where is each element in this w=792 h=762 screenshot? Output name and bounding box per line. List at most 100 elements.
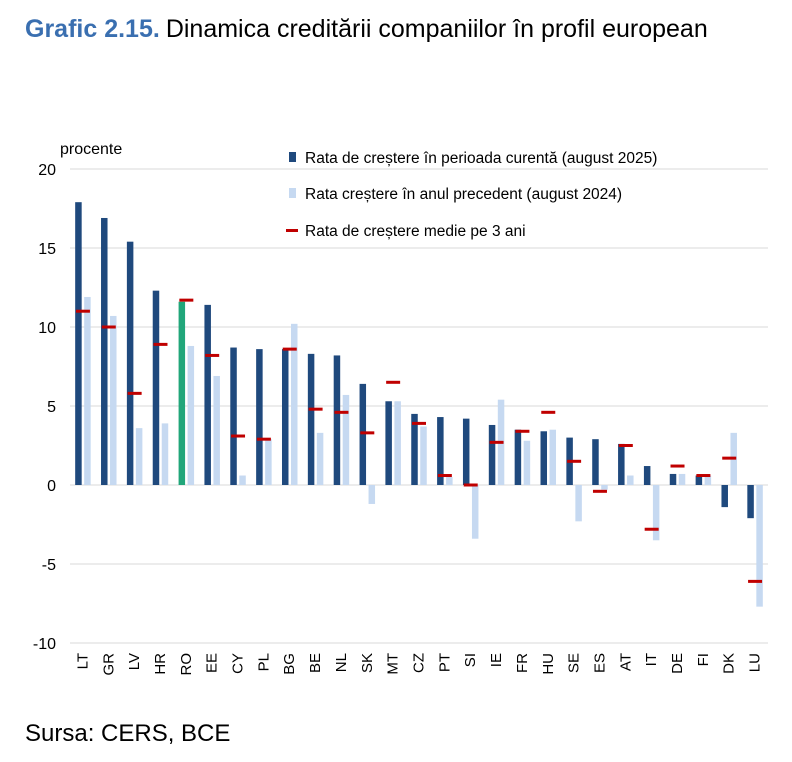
source-note: Sursa: CERS, BCE (25, 720, 231, 747)
bar-current-at (618, 443, 625, 485)
y-tick-label: 0 (47, 478, 56, 495)
x-tick-label-lt: LT (74, 653, 91, 669)
bar-previous-cz (420, 426, 427, 485)
avg-marker-lv (127, 391, 142, 395)
x-tick-label-fr: FR (514, 653, 531, 673)
bar-previous-pl (265, 439, 272, 485)
bar-current-it (643, 466, 651, 485)
avg-marker-bg (282, 347, 297, 351)
bar-previous-se (575, 485, 582, 522)
bar-current-gr (101, 217, 108, 486)
y-tick-label: 5 (47, 399, 56, 416)
bar-current-de (669, 473, 677, 485)
x-tick-label-pl: PL (255, 653, 272, 671)
bar-current-cy (230, 347, 237, 485)
bar-current-ie (488, 424, 496, 485)
avg-marker-pl (256, 437, 271, 441)
legend: Rata de creștere în perioada curentă (au… (286, 150, 657, 240)
chart-title: Grafic 2.15. Dinamica creditării companii… (25, 12, 765, 47)
x-tick-label-se: SE (566, 653, 583, 673)
avg-marker-ie (489, 440, 504, 444)
x-tick-label-hr: HR (152, 653, 169, 675)
bar-previous-es (601, 485, 608, 490)
avg-marker-mt (386, 380, 401, 384)
avg-marker-es (592, 489, 607, 493)
x-tick-label-ie: IE (488, 653, 505, 667)
legend-label-1: Rata de creștere în perioada curentă (au… (305, 150, 657, 167)
avg-marker-be (308, 407, 323, 411)
x-tick-label-es: ES (591, 653, 608, 673)
x-tick-label-hu: HU (540, 653, 557, 675)
avg-marker-nl (334, 410, 349, 414)
bar-previous-fr (523, 440, 531, 485)
legend-swatch-2 (289, 188, 296, 198)
avg-marker-pt (437, 474, 452, 478)
bar-previous-it (652, 485, 660, 541)
bar-previous-ee (213, 375, 220, 485)
bar-current-bg (281, 349, 289, 485)
bar-current-lv (126, 241, 134, 485)
bar-current-fi (695, 475, 703, 485)
bar-current-hr (152, 290, 160, 485)
x-tick-label-be: BE (307, 653, 324, 673)
avg-marker-de (670, 464, 685, 468)
bar-current-lu (747, 485, 754, 519)
avg-marker-hr (153, 342, 168, 346)
x-tick-label-sk: SK (359, 653, 376, 673)
bar-current-nl (333, 355, 341, 485)
avg-marker-ee (205, 353, 220, 357)
bar-current-es (592, 439, 599, 485)
bar-current-fr (514, 429, 522, 485)
y-tick-label: -10 (33, 636, 56, 653)
y-tick-label: 10 (38, 320, 56, 337)
y-tick-label: 15 (38, 241, 56, 258)
x-tick-label-fi: FI (695, 653, 712, 666)
x-tick-label-lv: LV (126, 653, 143, 670)
avg-marker-hu (541, 410, 556, 414)
y-tick-label: 20 (38, 162, 56, 179)
bar-previous-lv (135, 428, 143, 485)
avg-marker-fi (696, 474, 711, 478)
bar-current-be (307, 353, 315, 485)
x-tick-label-dk: DK (721, 653, 738, 674)
avg-marker-cz (412, 421, 426, 425)
bar-previous-pt (446, 477, 453, 485)
bar-previous-nl (342, 394, 350, 485)
avg-marker-si (463, 483, 478, 487)
x-tick-label-gr: GR (100, 653, 117, 676)
bar-current-sk (359, 383, 367, 485)
bar-previous-hr (161, 423, 169, 485)
avg-marker-cy (231, 434, 246, 438)
avg-marker-ro (179, 298, 194, 302)
bar-current-lt (75, 202, 82, 485)
bar-current-mt (385, 401, 392, 485)
legend-label-3: Rata de creștere medie pe 3 ani (305, 223, 526, 240)
bar-previous-lu (756, 485, 763, 607)
axis-layer: -10 -5 0 5 10 15 20 LT GR LV HR RO EE CY PL BG BE NL SK MT C… (33, 162, 764, 676)
x-tick-label-it: IT (643, 653, 660, 666)
bar-previous-lt (84, 296, 91, 485)
bar-previous-de (678, 473, 686, 485)
x-tick-label-ro: RO (178, 653, 195, 676)
bar-previous-cy (239, 475, 246, 485)
avg-marker-lt (75, 309, 90, 313)
bar-previous-si (471, 485, 479, 539)
x-tick-label-bg: BG (281, 653, 298, 675)
avg-marker-sk (360, 431, 375, 435)
avg-marker-dk (722, 456, 737, 460)
x-tick-label-de: DE (669, 653, 686, 674)
bar-current-ee (204, 304, 211, 485)
avg-marker-lu (748, 579, 763, 583)
bar-current-cz (411, 413, 418, 485)
x-tick-label-pt: PT (436, 653, 453, 672)
x-tick-label-si: SI (462, 653, 479, 667)
bar-previous-ro (187, 345, 195, 485)
avg-marker-se (567, 459, 582, 463)
bar-previous-gr (110, 315, 117, 485)
bar-current-ro (178, 301, 186, 485)
bar-current-pt (437, 417, 444, 485)
chart-title-text: Dinamica creditării companiilor în profi… (165, 15, 708, 43)
bar-previous-bg (290, 323, 298, 485)
y-tick-label: -5 (42, 557, 56, 574)
x-tick-label-cy: CY (230, 653, 247, 674)
